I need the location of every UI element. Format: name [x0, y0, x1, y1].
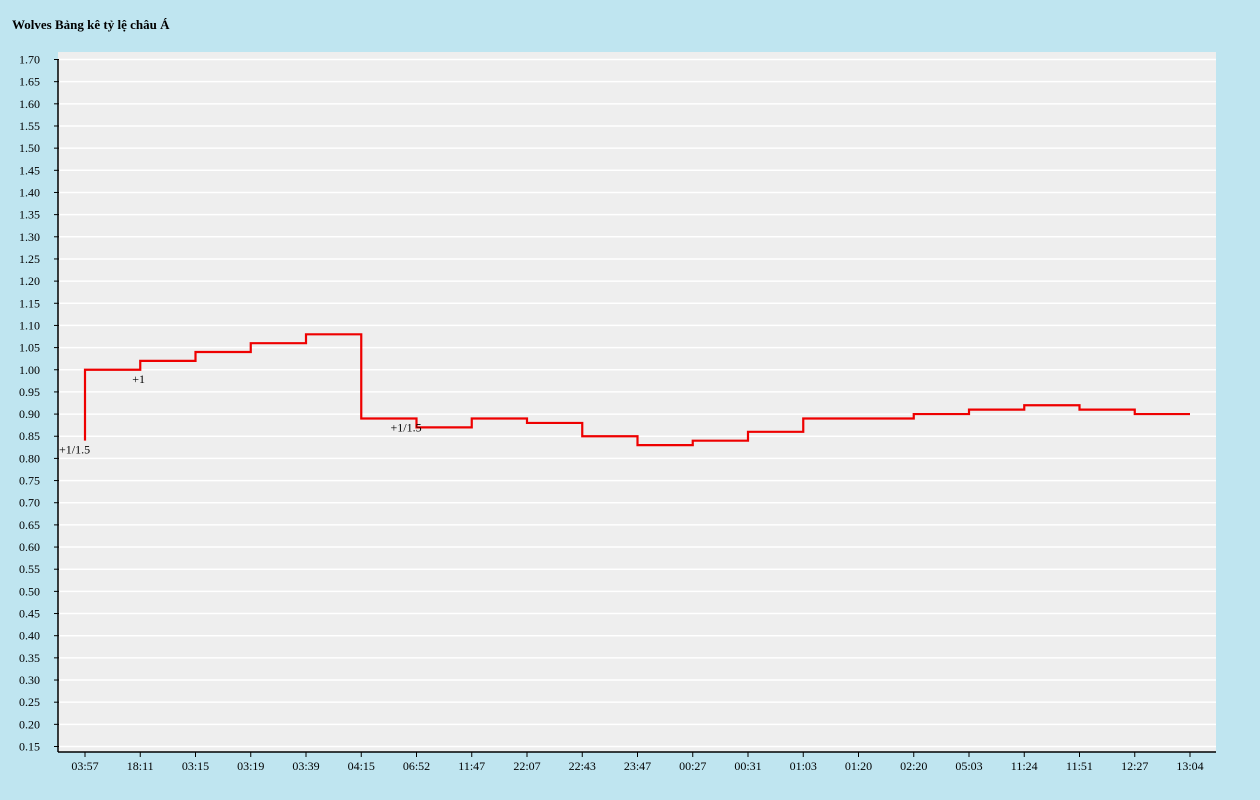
- x-tick-label: 02:20: [900, 759, 927, 773]
- annotation-label: +1/1.5: [59, 443, 90, 457]
- y-tick-label: 0.80: [19, 451, 40, 465]
- y-tick-label: 0.85: [19, 429, 40, 443]
- x-tick-label: 04:15: [348, 759, 375, 773]
- x-tick-label: 11:47: [458, 759, 485, 773]
- y-tick-label: 1.65: [19, 75, 40, 89]
- y-tick-label: 1.20: [19, 274, 40, 288]
- x-tick-label: 01:20: [845, 759, 872, 773]
- x-tick-label: 22:43: [569, 759, 596, 773]
- x-tick-label: 18:11: [127, 759, 154, 773]
- x-tick-label: 03:39: [292, 759, 319, 773]
- y-tick-label: 1.40: [19, 185, 40, 199]
- y-tick-label: 0.30: [19, 673, 40, 687]
- x-tick-label: 23:47: [624, 759, 651, 773]
- axes: 0.15 0.20 0.25 0.30 0.35 0.40 0.45 0.50 0.55 0.60…: [19, 53, 1216, 773]
- annotation-label: +1/1.5: [391, 421, 422, 435]
- x-tick-label: 01:03: [790, 759, 817, 773]
- y-tick-label: 0.35: [19, 651, 40, 665]
- y-tick-label: 1.60: [19, 97, 40, 111]
- chart-title: Wolves Bảng kê tỷ lệ châu Á: [12, 17, 170, 32]
- y-tick-label: 0.60: [19, 540, 40, 554]
- x-tick-label: 00:27: [679, 759, 706, 773]
- y-tick-label: 0.70: [19, 496, 40, 510]
- x-tick-label: 11:24: [1011, 759, 1038, 773]
- y-tick-label: 0.45: [19, 607, 40, 621]
- grid-lines: [58, 58, 1216, 748]
- x-tick-label: 03:15: [182, 759, 209, 773]
- y-tick-label: 1.00: [19, 363, 40, 377]
- x-tick-label: 03:57: [71, 759, 98, 773]
- y-tick-label: 0.25: [19, 695, 40, 709]
- x-tick-label: 03:19: [237, 759, 264, 773]
- x-tick-label: 11:51: [1066, 759, 1093, 773]
- y-tick-label: 0.65: [19, 518, 40, 532]
- y-tick-label: 1.35: [19, 208, 40, 222]
- y-tick-label: 1.10: [19, 318, 40, 332]
- annotation-label: +1: [132, 372, 145, 386]
- x-tick-label: 00:31: [734, 759, 761, 773]
- y-tick-label: 0.20: [19, 717, 40, 731]
- y-tick-label: 1.55: [19, 119, 40, 133]
- y-tick-label: 1.30: [19, 230, 40, 244]
- y-tick-label: 0.90: [19, 407, 40, 421]
- series-odds: [83, 333, 1191, 447]
- y-tick-label: 1.15: [19, 296, 40, 310]
- y-tick-label: 1.05: [19, 341, 40, 355]
- annotations: +1/1.5 +1 +1/1.5: [59, 372, 422, 457]
- y-tick-label: 1.70: [19, 53, 40, 67]
- y-tick-label: 0.15: [19, 740, 40, 754]
- y-tick-label: 1.50: [19, 141, 40, 155]
- y-tick-label: 1.25: [19, 252, 40, 266]
- series-line: [83, 333, 1190, 447]
- y-tick-label: 0.55: [19, 562, 40, 576]
- y-tick-label: 0.95: [19, 385, 40, 399]
- x-tick-label: 12:27: [1121, 759, 1148, 773]
- x-tick-label: 05:03: [955, 759, 982, 773]
- y-tick-label: 0.75: [19, 474, 40, 488]
- x-tick-label: 13:04: [1176, 759, 1203, 773]
- y-tick-label: 1.45: [19, 163, 40, 177]
- y-tick-label: 0.40: [19, 629, 40, 643]
- x-tick-label: 06:52: [403, 759, 430, 773]
- y-tick-label: 0.50: [19, 584, 40, 598]
- plot-area: [58, 52, 1216, 752]
- x-tick-label: 22:07: [513, 759, 540, 773]
